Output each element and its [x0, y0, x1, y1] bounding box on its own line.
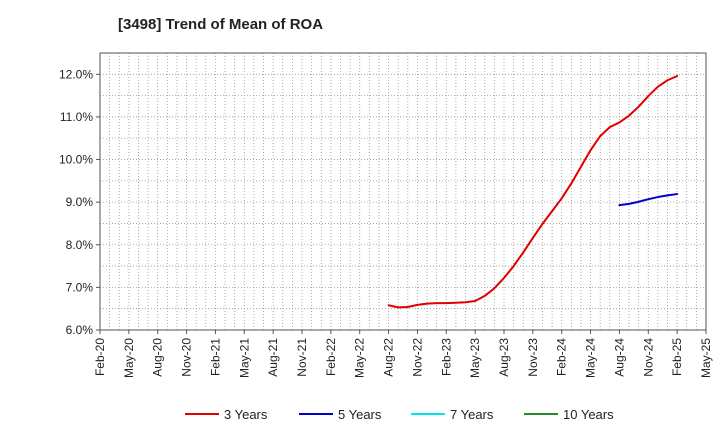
- y-tick-label: 10.0%: [59, 153, 93, 167]
- x-tick-label: Feb-23: [439, 338, 453, 376]
- x-tick-label: Nov-20: [180, 338, 194, 377]
- x-tick-label: Nov-21: [295, 338, 309, 377]
- plot-frame: [99, 52, 707, 331]
- plot-area: [100, 53, 706, 330]
- x-tick-label: May-24: [584, 338, 598, 378]
- x-tick-label: Feb-25: [670, 338, 684, 376]
- legend-label: 3 Years: [224, 407, 268, 422]
- y-tick-label: 9.0%: [66, 195, 94, 209]
- x-tick-label: Aug-20: [151, 338, 165, 377]
- x-tick-label: Feb-21: [208, 338, 222, 376]
- legend-label: 10 Years: [563, 407, 614, 422]
- x-tick-label: Aug-22: [382, 338, 396, 377]
- x-tick-label: May-22: [353, 338, 367, 378]
- x-tick-label: Nov-24: [641, 338, 655, 377]
- y-tick-label: 7.0%: [66, 280, 94, 294]
- grid-lines: [100, 53, 706, 330]
- x-tick-label: Aug-21: [266, 338, 280, 377]
- legend-label: 7 Years: [450, 407, 494, 422]
- x-tick-label: Aug-23: [497, 338, 511, 377]
- series-line-3-years: [387, 75, 679, 309]
- x-tick-label: Aug-24: [612, 338, 626, 377]
- x-axis: Feb-20 May-20 Aug-20 Nov-20 Feb-21 May-21 Aug-…: [93, 330, 713, 378]
- x-tick-label: May-25: [699, 338, 713, 378]
- x-tick-label: May-21: [237, 338, 251, 378]
- x-tick-label: Nov-23: [526, 338, 540, 377]
- x-tick-label: Nov-22: [410, 338, 424, 377]
- y-tick-label: 12.0%: [59, 67, 93, 81]
- y-tick-label: 11.0%: [60, 110, 93, 124]
- legend-label: 5 Years: [338, 407, 382, 422]
- series-line-5-years: [618, 193, 679, 207]
- x-tick-label: Feb-24: [555, 338, 569, 376]
- y-axis: 6.0% 7.0% 8.0% 9.0% 10.0% 11.0% 12.0%: [59, 67, 100, 337]
- x-tick-label: Feb-20: [93, 338, 107, 376]
- y-tick-label: 8.0%: [66, 238, 94, 252]
- legend: 3 Years 5 Years 7 Years 10 Years: [185, 407, 614, 422]
- y-tick-label: 6.0%: [66, 323, 94, 337]
- x-tick-label: May-20: [122, 338, 136, 378]
- x-tick-label: May-23: [468, 338, 482, 378]
- series-lines: [387, 75, 679, 309]
- x-tick-label: Feb-22: [324, 338, 338, 376]
- chart-title: [3498] Trend of Mean of ROA: [118, 16, 323, 33]
